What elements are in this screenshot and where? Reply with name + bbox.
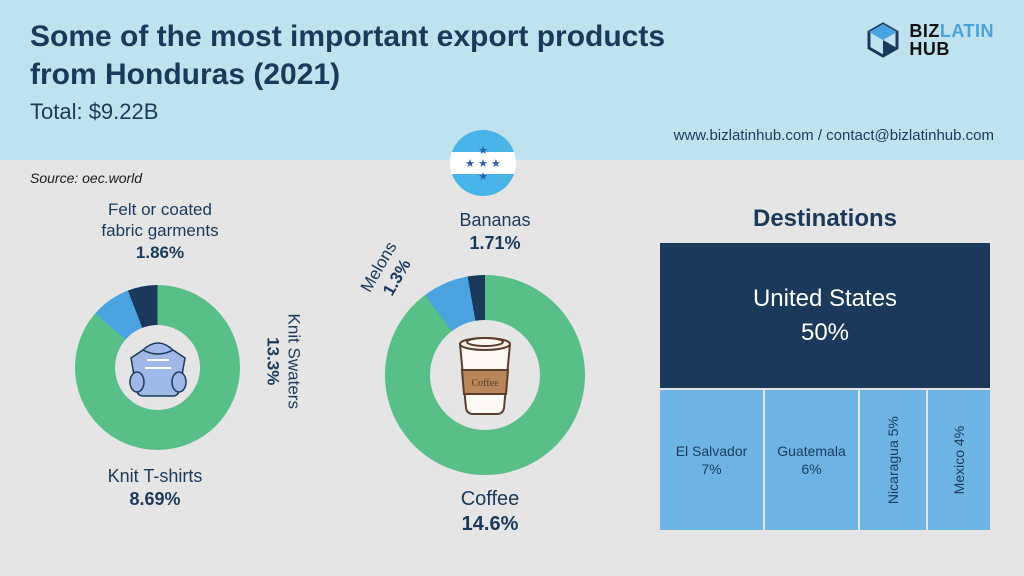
title-line2: from Honduras (2021) bbox=[30, 58, 340, 91]
logo-text: BIZLATIN HUB bbox=[909, 22, 994, 58]
svg-text:Coffee: Coffee bbox=[471, 378, 499, 389]
treemap-cell: Mexico 4% bbox=[928, 390, 990, 530]
knit-sw-val: 13.3% bbox=[263, 337, 282, 385]
coffee-val: 14.6% bbox=[462, 513, 519, 535]
destinations-treemap: Destinations United States 50% El Salvad… bbox=[660, 205, 990, 530]
body: Felt or coated fabric garments 1.86% Kni… bbox=[0, 165, 1024, 576]
donut-textiles bbox=[75, 285, 240, 450]
title-line1: Some of the most important export produc… bbox=[30, 20, 665, 53]
felt-name1: Felt or coated bbox=[108, 200, 212, 219]
knit-sw-name: Knit Swaters bbox=[284, 314, 303, 409]
logo-icon bbox=[865, 22, 901, 58]
felt-name2: fabric garments bbox=[101, 221, 218, 240]
tshirt-name: Knit T-shirts bbox=[108, 466, 203, 486]
logo-biz: BIZ bbox=[909, 21, 940, 41]
total-label: Total: $9.22B bbox=[30, 99, 994, 125]
treemap-title: Destinations bbox=[660, 205, 990, 233]
us-value: 50% bbox=[801, 319, 849, 347]
treemap-cell: El Salvador7% bbox=[660, 390, 765, 530]
tshirt-val: 8.69% bbox=[129, 489, 180, 509]
treemap-cell: Guatemala6% bbox=[765, 390, 860, 530]
donut-ag-ring: Coffee bbox=[385, 275, 585, 475]
coffee-name: Coffee bbox=[461, 488, 520, 510]
donut-ag: Coffee bbox=[385, 275, 585, 475]
treemap-cell: Nicaragua 5% bbox=[860, 390, 928, 530]
treemap-us: United States 50% bbox=[660, 243, 990, 388]
page: Some of the most important export produc… bbox=[0, 0, 1024, 576]
page-title: Some of the most important export produc… bbox=[30, 18, 994, 93]
coffee-label: Coffee 14.6% bbox=[420, 487, 560, 537]
felt-val: 1.86% bbox=[136, 243, 184, 262]
bananas-label: Bananas 1.71% bbox=[435, 209, 555, 254]
knit-swaters-label: Knit Swaters 13.3% bbox=[262, 296, 305, 426]
us-label: United States bbox=[753, 285, 897, 313]
logo-hub: HUB bbox=[909, 39, 950, 59]
logo-latin: LATIN bbox=[940, 21, 994, 41]
knit-tshirts-label: Knit T-shirts 8.69% bbox=[70, 465, 240, 510]
contact-line: www.bizlatinhub.com / contact@bizlatinhu… bbox=[674, 127, 994, 144]
brand-logo: BIZLATIN HUB bbox=[865, 22, 994, 58]
felt-label: Felt or coated fabric garments 1.86% bbox=[60, 199, 260, 263]
sweater-icon bbox=[115, 325, 200, 410]
treemap-row: El Salvador7%Guatemala6%Nicaragua 5%Mexi… bbox=[660, 390, 990, 530]
bananas-name: Bananas bbox=[459, 210, 530, 230]
bananas-val: 1.71% bbox=[469, 233, 520, 253]
treemap-box: United States 50% El Salvador7%Guatemala… bbox=[660, 243, 990, 530]
donut-textiles-ring bbox=[75, 285, 240, 450]
coffee-cup-icon: Coffee bbox=[430, 320, 540, 430]
